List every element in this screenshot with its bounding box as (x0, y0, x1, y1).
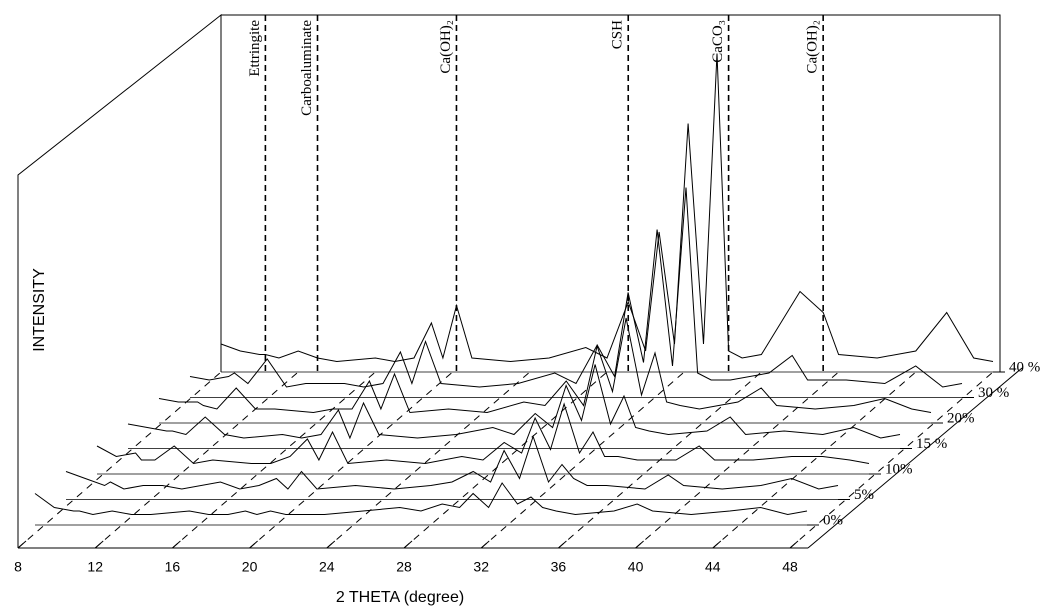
floor-grid-line (480, 371, 685, 549)
x-axis-label: 2 THETA (degree) (336, 589, 464, 606)
annotation-label: Carboaluminate (299, 20, 315, 116)
series-trace (96, 402, 870, 465)
x-tick-label: 36 (551, 559, 567, 575)
annotation-label: Ca(OH)₂ (438, 20, 454, 74)
annotation-label: CaCO₃ (710, 20, 726, 63)
y-axis-label: INTENSITY (31, 268, 48, 352)
x-tick-label: 16 (165, 559, 181, 575)
series-trace (127, 364, 901, 440)
floor-grid-line (249, 371, 453, 549)
series-label: 15 % (916, 436, 947, 452)
x-tick-label: 28 (396, 559, 412, 575)
series-trace (65, 434, 839, 490)
series-label: 40 % (1009, 359, 1040, 375)
x-tick-label: 20 (242, 559, 258, 575)
left-wall (17, 13, 222, 548)
x-tick-label: 44 (705, 559, 721, 575)
floor-grid-line (403, 371, 608, 549)
x-tick-label: 24 (319, 559, 335, 575)
annotation-label: Ettringite (247, 20, 263, 77)
series-trace (220, 53, 994, 363)
x-tick-label: 48 (782, 559, 798, 575)
series-label: 0% (823, 512, 843, 528)
annotation-label: CSH (610, 20, 626, 49)
depth-axis (807, 367, 1023, 549)
series-trace (189, 187, 963, 388)
floor-grid-line (17, 371, 222, 549)
floor-grid-line (94, 371, 299, 549)
floor-grid-line (172, 371, 376, 549)
series-label: 10% (885, 461, 913, 477)
back-wall (221, 14, 1001, 372)
floor-grid-line (326, 371, 531, 549)
series-label: 20% (947, 410, 975, 426)
series-trace (158, 317, 932, 414)
series-trace (34, 482, 808, 516)
frame (17, 13, 1023, 549)
x-tick-label: 32 (473, 559, 489, 575)
series-label: 5% (854, 487, 874, 503)
annotation-label: Ca(OH)₂ (805, 20, 821, 74)
floor-grid-line (712, 371, 917, 549)
x-tick-label: 40 (628, 559, 644, 575)
floor-grid-line (789, 371, 994, 549)
x-tick-label: 8 (14, 559, 22, 575)
series-label: 30 % (978, 385, 1009, 401)
x-tick-label: 12 (87, 559, 103, 575)
